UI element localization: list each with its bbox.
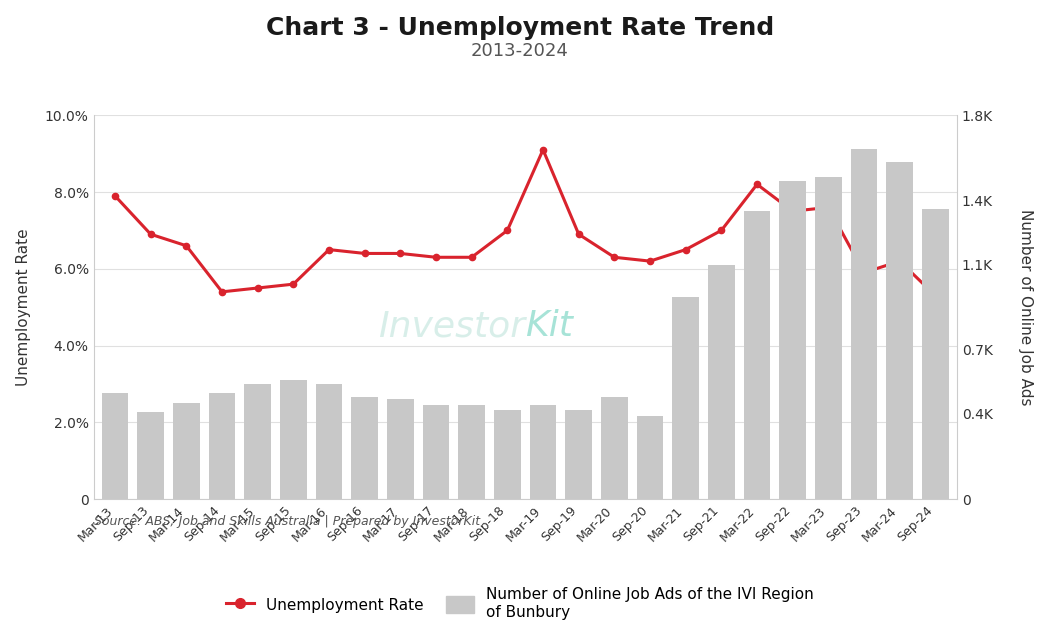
Text: Investor: Investor <box>379 309 525 344</box>
Text: Chart 3 - Unemployment Rate Trend: Chart 3 - Unemployment Rate Trend <box>266 16 774 40</box>
Bar <box>851 149 878 499</box>
Bar <box>886 162 913 499</box>
Bar <box>459 405 485 499</box>
Bar <box>280 380 307 499</box>
Text: 2013-2024: 2013-2024 <box>471 42 569 60</box>
Bar <box>102 392 128 499</box>
Bar <box>922 209 948 499</box>
Bar <box>708 264 734 499</box>
Bar <box>137 412 164 499</box>
Bar <box>601 397 628 499</box>
Bar <box>316 384 342 499</box>
Text: Source: ABS; Job and Skills Australia | Prepared by InvestorKit: Source: ABS; Job and Skills Australia | … <box>94 515 479 528</box>
Bar <box>566 410 592 499</box>
Bar <box>209 392 235 499</box>
Bar <box>244 384 271 499</box>
Bar <box>422 405 449 499</box>
Legend: Unemployment Rate, Number of Online Job Ads of the IVI Region
of Bunbury: Unemployment Rate, Number of Online Job … <box>220 581 820 626</box>
Bar <box>173 403 200 499</box>
Bar <box>387 399 414 499</box>
Bar <box>352 397 379 499</box>
Bar <box>815 177 841 499</box>
Y-axis label: Unemployment Rate: Unemployment Rate <box>16 228 31 386</box>
Bar <box>672 296 699 499</box>
Text: Kit: Kit <box>525 309 573 344</box>
Bar <box>779 181 806 499</box>
Bar <box>494 410 521 499</box>
Bar <box>529 405 556 499</box>
Bar <box>744 211 771 499</box>
Y-axis label: Number of Online Job Ads: Number of Online Job Ads <box>1018 209 1033 406</box>
Bar <box>636 416 664 499</box>
